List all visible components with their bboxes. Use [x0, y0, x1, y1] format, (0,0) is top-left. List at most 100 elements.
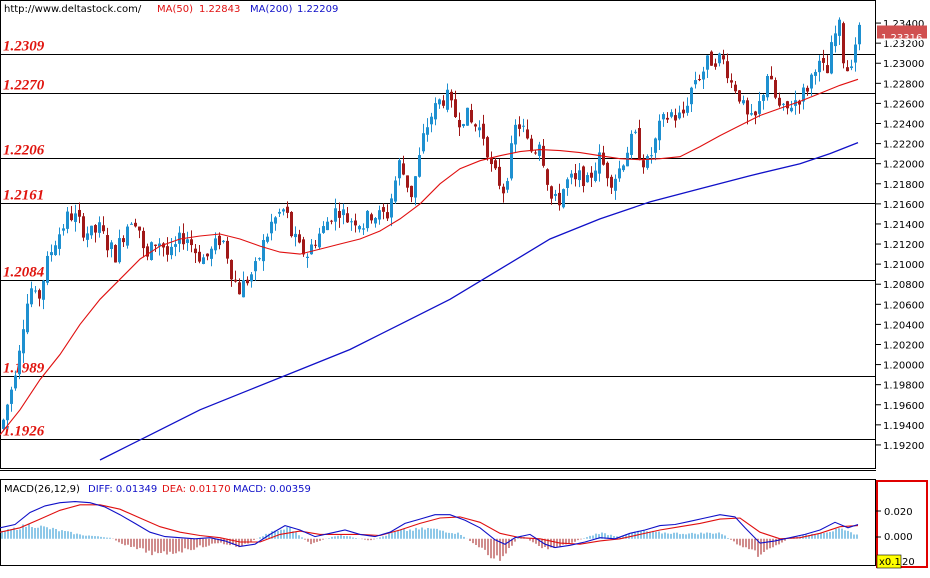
- candle-body: [350, 221, 353, 223]
- candle: [94, 224, 97, 243]
- candle-body: [642, 160, 645, 168]
- candle-body: [698, 79, 701, 81]
- candle-body: [670, 112, 673, 117]
- candle: [234, 270, 237, 283]
- candle-body: [854, 44, 857, 63]
- candle: [74, 204, 77, 232]
- candle-body: [166, 246, 169, 255]
- candle-body: [686, 105, 689, 113]
- current-price-background: [877, 25, 927, 39]
- candle: [34, 286, 37, 294]
- candle: [482, 114, 485, 146]
- price-tick-label-0: 1.23400: [883, 19, 924, 30]
- candle-body: [750, 113, 753, 115]
- candle-body: [334, 208, 337, 222]
- price-tick-label-15: 1.20400: [883, 320, 924, 331]
- candle: [758, 91, 761, 118]
- candle-body: [810, 74, 813, 89]
- candle-body: [450, 91, 453, 101]
- candle: [426, 118, 429, 142]
- candle-body: [186, 239, 189, 243]
- candle-body: [250, 274, 253, 282]
- candle-body: [850, 66, 853, 69]
- candle: [330, 219, 333, 225]
- candle: [266, 233, 269, 244]
- candle-body: [574, 173, 577, 180]
- candle-body: [370, 214, 373, 221]
- candle: [422, 123, 425, 154]
- candle: [186, 231, 189, 251]
- candle-body: [410, 185, 413, 198]
- candle: [842, 21, 845, 69]
- candle-body: [602, 152, 605, 165]
- candle: [10, 386, 13, 412]
- candle: [490, 151, 493, 172]
- candle-body: [6, 404, 9, 421]
- candle-body: [798, 100, 801, 105]
- price-tick-label-3: 1.22800: [883, 79, 924, 90]
- candle: [250, 272, 253, 288]
- candle: [226, 236, 229, 264]
- candle-body: [86, 233, 89, 240]
- candle: [534, 150, 537, 155]
- candle-body: [26, 303, 29, 333]
- candle-body: [78, 209, 81, 217]
- candle: [702, 66, 705, 89]
- candle: [618, 160, 621, 182]
- candle: [62, 223, 65, 236]
- candle-body: [638, 128, 641, 160]
- candle-body: [122, 238, 125, 243]
- candle: [834, 25, 837, 53]
- candle: [818, 55, 821, 82]
- candle: [154, 244, 157, 252]
- candle: [674, 108, 677, 128]
- price-tick-label-6: 1.22200: [883, 140, 924, 151]
- candle: [706, 55, 709, 79]
- candle-body: [802, 87, 805, 102]
- candle-body: [82, 216, 85, 238]
- candle-body: [618, 168, 621, 179]
- candle-body: [418, 155, 421, 177]
- candle-body: [290, 211, 293, 237]
- candle-body: [858, 24, 861, 45]
- candle: [262, 234, 265, 271]
- ma200-line: [99, 141, 859, 461]
- candle-body: [470, 109, 473, 123]
- candle: [90, 225, 93, 239]
- candle: [494, 157, 497, 171]
- dea-line: [0, 504, 859, 545]
- candle: [558, 183, 561, 211]
- candle: [278, 208, 281, 218]
- candle-body: [74, 213, 77, 222]
- candle: [446, 83, 449, 113]
- candle-body: [498, 166, 501, 186]
- candle-body: [658, 120, 661, 141]
- candle: [218, 232, 221, 250]
- price-tick-label-21: 1.19200: [883, 441, 924, 452]
- candle: [118, 229, 121, 264]
- candle: [358, 224, 361, 233]
- candle-body: [738, 90, 741, 102]
- candle: [342, 203, 345, 225]
- candle-body: [302, 239, 305, 255]
- candle-body: [338, 210, 341, 218]
- level-label-2: 1.2206: [3, 143, 45, 159]
- candle: [846, 60, 849, 72]
- ma50-value: 1.22843: [199, 4, 240, 15]
- price-panel-frame: [0, 0, 876, 469]
- candle: [734, 80, 737, 94]
- candle-body: [254, 261, 257, 272]
- candle-body: [790, 107, 793, 112]
- candle-body: [722, 55, 725, 60]
- candle: [678, 105, 681, 120]
- candle-body: [814, 71, 817, 76]
- candle-body: [214, 238, 217, 251]
- candle: [22, 319, 25, 364]
- candle: [202, 254, 205, 265]
- candle-body: [554, 193, 557, 196]
- candle-body: [226, 240, 229, 259]
- candle-body: [202, 257, 205, 265]
- macd-dea-label: DEA: 0.01170: [162, 484, 231, 495]
- candle-body: [558, 192, 561, 206]
